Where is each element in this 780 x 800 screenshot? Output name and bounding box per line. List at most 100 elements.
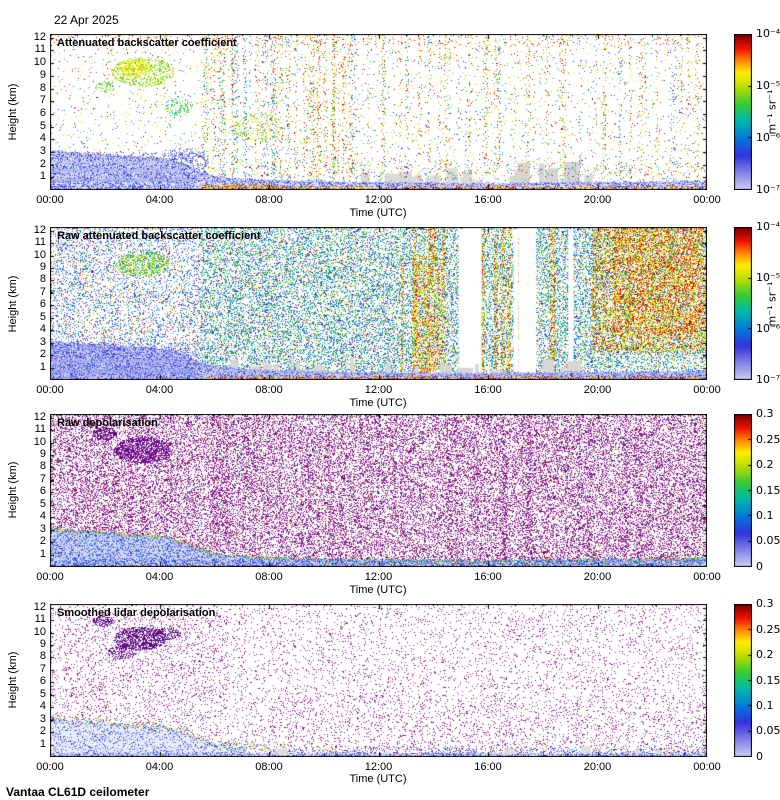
x-tick-label: 20:00 bbox=[583, 761, 612, 773]
y-tick-label: 8 bbox=[39, 460, 46, 473]
x-tick-label: 12:00 bbox=[364, 384, 393, 396]
y-tick-label: 2 bbox=[39, 725, 46, 738]
y-tick-label: 5 bbox=[39, 119, 46, 132]
y-tick-label: 3 bbox=[39, 712, 46, 725]
colorbar-tick-label: 10⁻⁴ bbox=[756, 27, 780, 40]
y-tick-label: 1 bbox=[39, 547, 46, 560]
y-tick-label: 12 bbox=[33, 410, 46, 423]
y-tick-label: 2 bbox=[39, 157, 46, 170]
colorbar-tick-label: 0.2 bbox=[756, 457, 774, 471]
y-tick-label: 4 bbox=[39, 510, 46, 523]
backscatter-colorbar bbox=[734, 34, 752, 190]
colorbar-tick-label: 10⁻⁴ bbox=[756, 220, 780, 233]
x-axis-label: Time (UTC) bbox=[349, 773, 407, 785]
panel-title-attenuated-backscatter: Attenuated backscatter coefficient bbox=[57, 37, 237, 49]
x-tick-label: 04:00 bbox=[145, 571, 174, 583]
y-axis-label: Height (km) bbox=[7, 83, 19, 141]
y-tick-label: 8 bbox=[39, 650, 46, 663]
y-tick-label: 2 bbox=[39, 535, 46, 548]
x-tick-label: 00:00 bbox=[36, 761, 64, 773]
y-tick-label: 7 bbox=[39, 662, 46, 675]
colorbar-tick-label: 10⁻⁵ bbox=[756, 78, 780, 92]
colorbar-tick-label: 0.05 bbox=[756, 534, 780, 548]
colorbar-tick-label: 0.1 bbox=[756, 699, 774, 712]
x-tick-label: 04:00 bbox=[145, 384, 174, 396]
x-tick-label: 12:00 bbox=[364, 571, 393, 583]
y-tick-label: 7 bbox=[39, 94, 46, 107]
x-tick-label: 04:00 bbox=[145, 761, 174, 773]
colorbar-tick-label: 0.3 bbox=[756, 597, 774, 610]
colorbar-tick-label: 0.15 bbox=[756, 673, 780, 687]
colorbar-tick-label: 10⁻⁶ bbox=[756, 322, 780, 335]
x-tick-label: 20:00 bbox=[583, 571, 612, 583]
smoothed-depolarisation-plot bbox=[50, 604, 707, 757]
y-tick-label: 3 bbox=[39, 335, 46, 348]
colorbar-unit-label: m⁻¹ sr⁻¹ bbox=[765, 89, 779, 135]
y-tick-label: 12 bbox=[33, 600, 46, 613]
y-tick-label: 6 bbox=[39, 298, 46, 311]
y-axis-label: Height (km) bbox=[7, 461, 19, 519]
y-tick-label: 9 bbox=[39, 638, 46, 651]
x-tick-label: 16:00 bbox=[474, 384, 502, 396]
colorbar-tick-label: 10⁻⁷ bbox=[756, 183, 780, 196]
y-axis-label: Height (km) bbox=[7, 275, 19, 333]
backscatter-colorbar bbox=[734, 227, 752, 380]
colorbar-tick-label: 0 bbox=[756, 750, 763, 763]
y-tick-label: 5 bbox=[39, 497, 46, 510]
x-tick-label: 04:00 bbox=[145, 194, 174, 206]
instrument-label: Vantaa CL61D ceilometer bbox=[6, 785, 150, 799]
y-tick-label: 6 bbox=[39, 106, 46, 119]
x-tick-label: 16:00 bbox=[474, 571, 502, 583]
colorbar-tick-label: 10⁻⁵ bbox=[756, 270, 780, 284]
x-tick-label: 08:00 bbox=[255, 571, 283, 583]
y-tick-label: 7 bbox=[39, 472, 46, 485]
panel-title-raw-backscatter: Raw attenuated backscatter coefficient bbox=[57, 230, 261, 242]
y-tick-label: 11 bbox=[34, 236, 46, 249]
y-tick-label: 3 bbox=[39, 522, 46, 535]
x-tick-label: 08:00 bbox=[255, 384, 283, 396]
y-tick-label: 12 bbox=[33, 30, 46, 43]
y-tick-label: 6 bbox=[39, 675, 46, 688]
raw-depolarisation-plot bbox=[50, 414, 707, 567]
colorbar-tick-label: 10⁻⁶ bbox=[756, 131, 780, 144]
y-tick-label: 5 bbox=[39, 310, 46, 323]
panel-title-smoothed-depolarisation: Smoothed lidar depolarisation bbox=[57, 607, 216, 619]
y-tick-label: 8 bbox=[39, 273, 46, 286]
y-tick-label: 9 bbox=[39, 448, 46, 461]
x-axis-label: Time (UTC) bbox=[349, 397, 407, 409]
raw-backscatter-plot bbox=[50, 227, 707, 380]
y-tick-label: 8 bbox=[39, 81, 46, 94]
y-tick-label: 10 bbox=[33, 625, 46, 638]
x-tick-label: 12:00 bbox=[364, 761, 393, 773]
y-tick-label: 10 bbox=[33, 248, 46, 261]
y-tick-label: 11 bbox=[34, 613, 46, 626]
y-tick-label: 1 bbox=[39, 170, 46, 183]
x-tick-label: 08:00 bbox=[255, 194, 283, 206]
x-tick-label: 00:00 bbox=[693, 761, 721, 773]
colorbar-tick-label: 0 bbox=[756, 560, 763, 573]
y-axis-label: Height (km) bbox=[7, 651, 19, 709]
colorbar-tick-label: 0.15 bbox=[756, 483, 780, 497]
x-tick-label: 00:00 bbox=[36, 384, 64, 396]
y-tick-label: 10 bbox=[33, 56, 46, 69]
colorbar-tick-label: 0.25 bbox=[756, 432, 780, 446]
y-tick-label: 7 bbox=[39, 285, 46, 298]
x-tick-label: 20:00 bbox=[583, 194, 612, 206]
colorbar-tick-label: 0.25 bbox=[756, 622, 780, 636]
colorbar-tick-label: 0.05 bbox=[756, 724, 780, 738]
colorbar-tick-label: 0.3 bbox=[756, 407, 774, 420]
y-tick-label: 1 bbox=[39, 737, 46, 750]
panel-title-raw-depolarisation: Raw depolarisation bbox=[57, 417, 158, 429]
y-tick-label: 1 bbox=[39, 360, 46, 373]
y-tick-label: 5 bbox=[39, 687, 46, 700]
colorbar-tick-label: 10⁻⁷ bbox=[756, 373, 780, 386]
depolarisation-colorbar bbox=[734, 414, 752, 567]
depolarisation-colorbar bbox=[734, 604, 752, 757]
colorbar-tick-label: 0.2 bbox=[756, 647, 774, 661]
y-tick-label: 10 bbox=[33, 435, 46, 448]
y-tick-label: 9 bbox=[39, 261, 46, 274]
x-tick-label: 00:00 bbox=[693, 194, 721, 206]
y-tick-label: 12 bbox=[33, 223, 46, 236]
colorbar-tick-label: 0.1 bbox=[756, 509, 774, 522]
colorbar-unit-label: m⁻¹ sr⁻¹ bbox=[765, 281, 779, 327]
